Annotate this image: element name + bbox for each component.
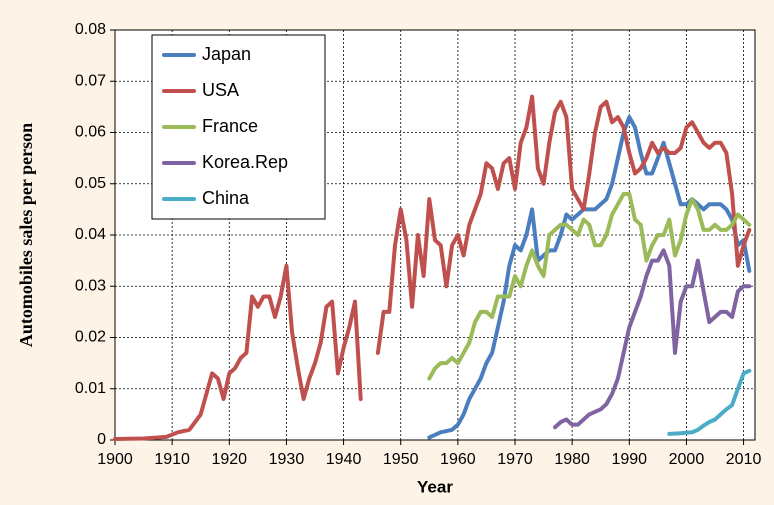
y-tick-label: 0	[97, 431, 106, 448]
y-tick-label: 0.07	[75, 72, 106, 89]
legend-label: France	[202, 116, 258, 136]
y-axis-label: Automobiles sales per person	[16, 123, 36, 347]
line-series	[113, 94, 752, 441]
x-tick-label: 1930	[269, 451, 305, 468]
x-tick-label: 1950	[383, 451, 419, 468]
x-axis-label: Year	[417, 477, 453, 496]
y-tick-label: 0.05	[75, 175, 106, 192]
y-tick-label: 0.06	[75, 124, 106, 141]
plot-border	[114, 29, 756, 441]
line-series	[553, 248, 752, 430]
x-tick-label: 2000	[669, 451, 705, 468]
y-tick-label: 0.04	[75, 226, 106, 243]
x-tick-label: 1940	[326, 451, 362, 468]
legend-label: Japan	[202, 44, 251, 64]
legend-label: Korea.Rep	[202, 152, 288, 172]
x-tick-label: 1960	[440, 451, 476, 468]
y-tick-label: 0.02	[75, 329, 106, 346]
x-tick-label: 1970	[497, 451, 533, 468]
x-tick-label: 1910	[154, 451, 190, 468]
x-tick-label: 1920	[211, 451, 247, 468]
line-series	[427, 192, 752, 381]
y-tick-label: 0.01	[75, 380, 106, 397]
x-tick-label: 1990	[611, 451, 647, 468]
line-series	[667, 368, 752, 436]
x-tick-label: 1900	[97, 451, 133, 468]
x-tick-label: 2010	[726, 451, 762, 468]
legend-label: China	[202, 188, 250, 208]
legend-label: USA	[202, 80, 239, 100]
line-series	[427, 115, 752, 440]
y-tick-label: 0.08	[75, 21, 106, 38]
x-tick-label: 1980	[554, 451, 590, 468]
y-tick-label: 0.03	[75, 277, 106, 294]
